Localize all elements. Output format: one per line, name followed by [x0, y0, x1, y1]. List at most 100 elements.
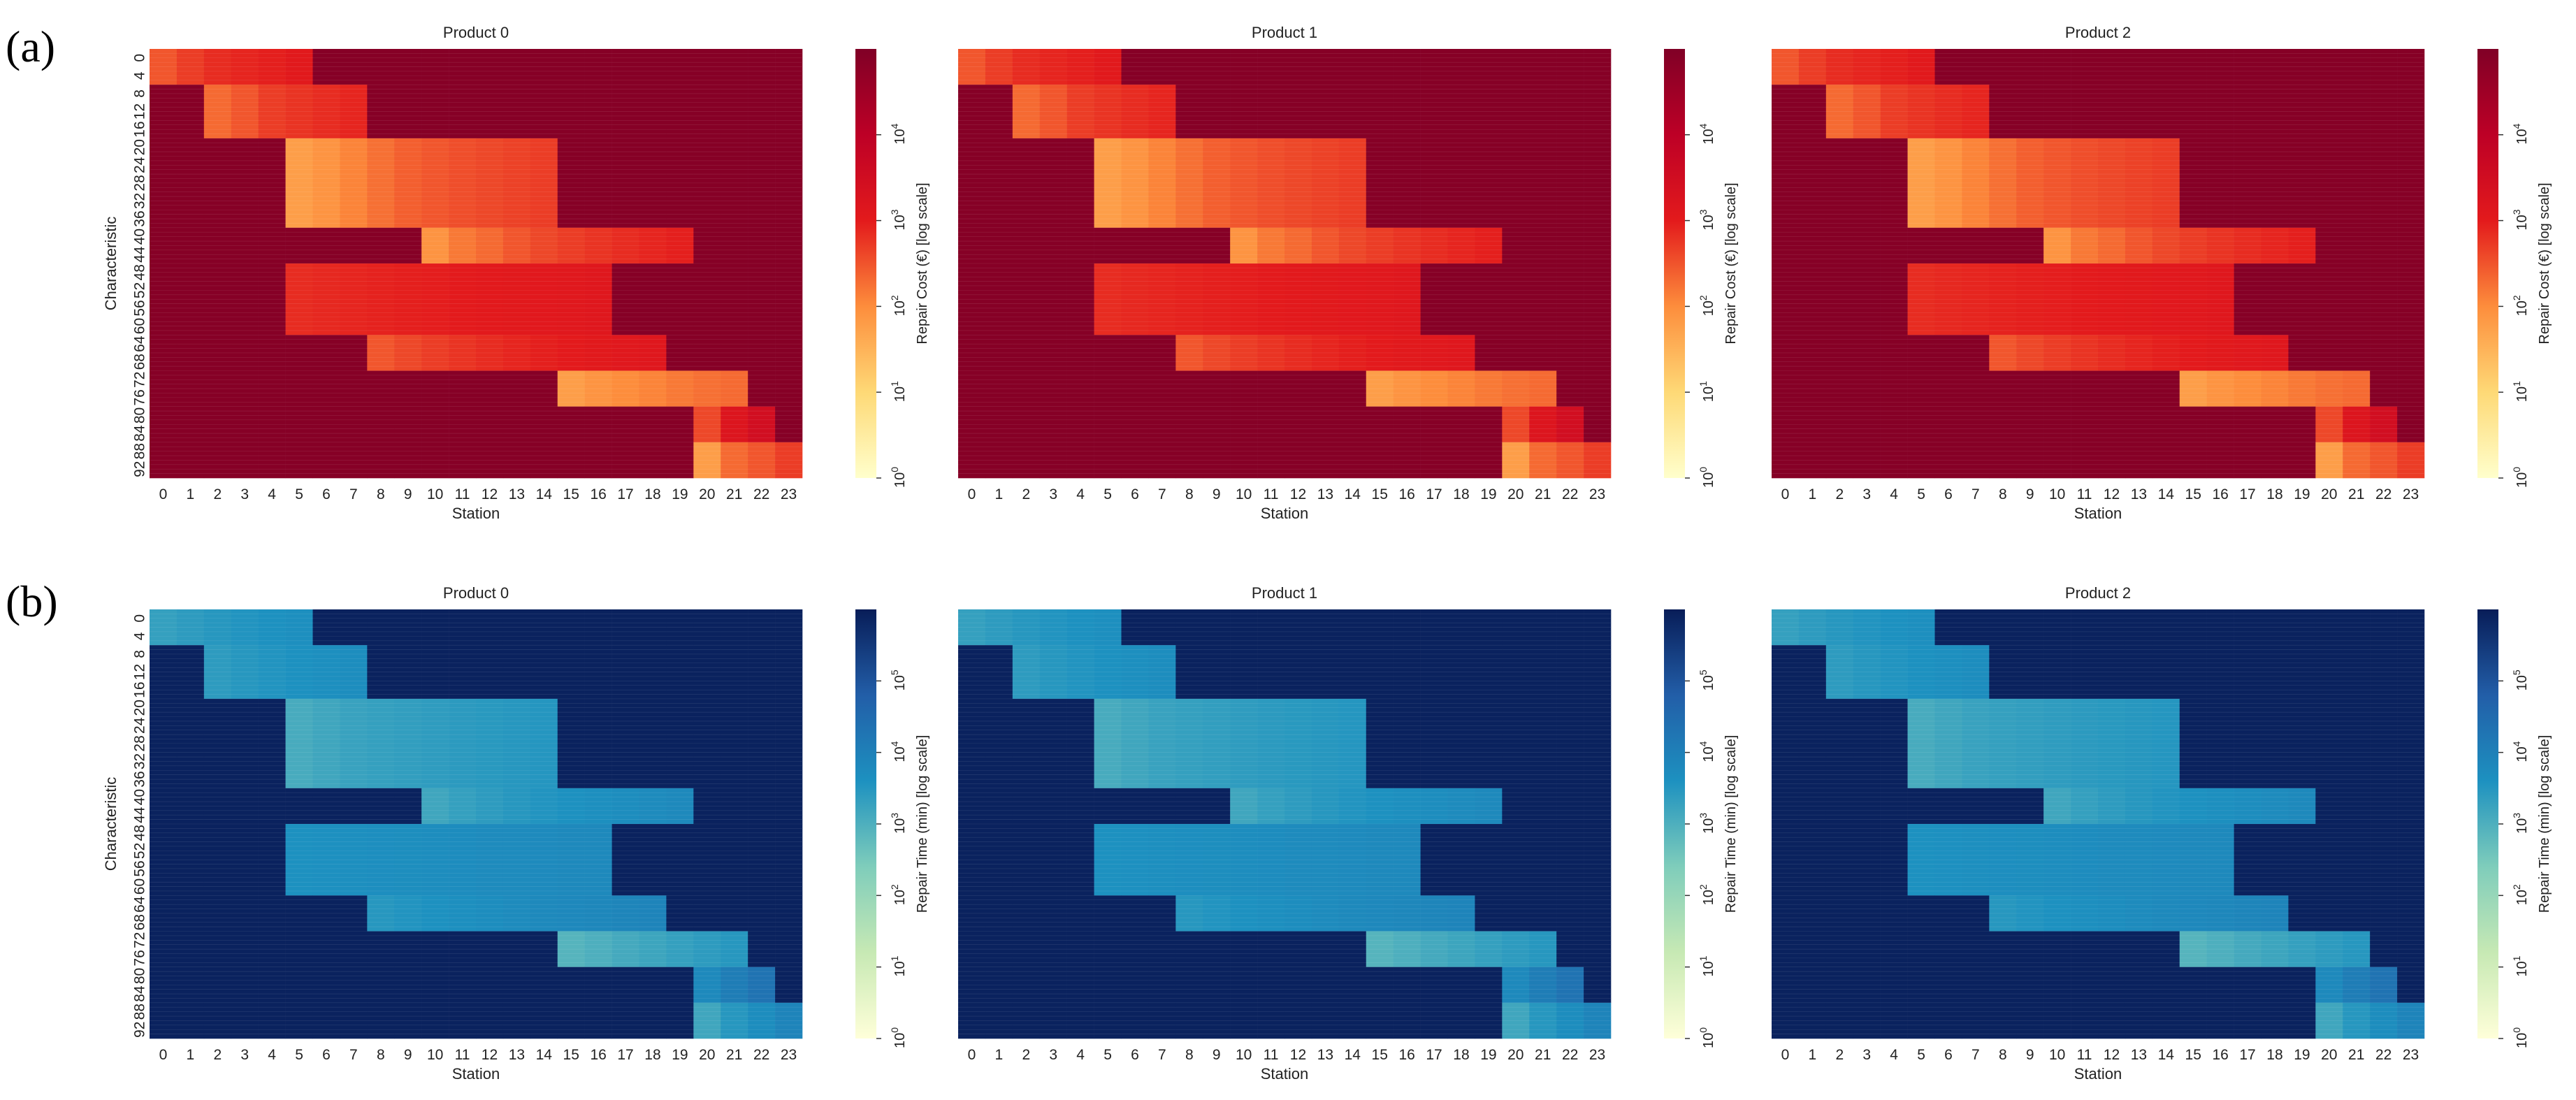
heatmap-cell — [285, 138, 313, 143]
heatmap-cell — [1012, 357, 1041, 363]
heatmap-cell — [530, 160, 558, 166]
heatmap-cell — [985, 196, 1013, 201]
heatmap-cell — [340, 75, 368, 81]
heatmap-cell — [530, 66, 558, 72]
heatmap-cell — [1121, 187, 1149, 192]
heatmap-cell — [1148, 178, 1176, 184]
heatmap-cell — [1094, 143, 1122, 148]
heatmap-cell — [1556, 227, 1584, 233]
heatmap-cell — [1257, 469, 1285, 474]
heatmap-cell — [1285, 102, 1312, 108]
heatmap-cell — [1556, 71, 1584, 76]
heatmap-cell — [1230, 307, 1258, 313]
heatmap-cell — [958, 160, 986, 166]
heatmap-cell — [1772, 57, 1800, 63]
y-tick-label: 60 — [132, 318, 148, 334]
heatmap-cell — [176, 321, 205, 326]
heatmap-cell — [1447, 411, 1475, 416]
heatmap-cell — [150, 357, 178, 363]
heatmap-cell — [367, 307, 395, 313]
heatmap-cell — [1502, 321, 1530, 326]
heatmap-cell — [1257, 339, 1285, 345]
heatmap-cell — [1311, 236, 1340, 242]
heatmap-cell — [1338, 321, 1367, 326]
heatmap-cell — [1420, 303, 1448, 309]
heatmap-cell — [176, 344, 205, 349]
heatmap-cell — [1012, 303, 1041, 309]
x-tick-label: 21 — [1535, 486, 1551, 502]
heatmap-cell — [1475, 201, 1503, 206]
heatmap-cell — [1447, 241, 1475, 246]
heatmap-cell — [231, 85, 259, 89]
heatmap-cell — [1012, 393, 1041, 398]
heatmap-cell — [612, 191, 639, 197]
heatmap-cell — [1366, 406, 1394, 412]
heatmap-cell — [340, 254, 368, 259]
heatmap-cell — [748, 133, 776, 139]
heatmap-cell — [1066, 357, 1094, 363]
heatmap-cell — [530, 98, 558, 103]
x-tick-label: 7 — [349, 486, 358, 502]
heatmap-cell — [367, 232, 395, 237]
heatmap-cell — [584, 469, 612, 474]
heatmap-cell — [1556, 49, 1584, 54]
heatmap-cell — [530, 102, 558, 108]
heatmap-cell — [1257, 272, 1285, 277]
heatmap-cell — [1230, 124, 1258, 130]
heatmap-cell — [530, 393, 558, 398]
heatmap-cell — [775, 375, 803, 380]
heatmap-cell — [1094, 397, 1122, 403]
heatmap-cell — [721, 299, 748, 304]
heatmap-cell — [1257, 89, 1285, 94]
heatmap-cell — [1584, 232, 1612, 237]
heatmap-cell — [1420, 469, 1448, 474]
heatmap-cell — [285, 80, 313, 85]
heatmap-cell — [285, 379, 313, 384]
heatmap-cell — [1175, 424, 1203, 429]
colorbar-tick-label: 104 — [889, 124, 908, 145]
heatmap-cell — [176, 294, 205, 300]
heatmap-cell — [612, 294, 639, 300]
heatmap-cell — [1311, 326, 1340, 331]
heatmap-cell — [1338, 299, 1367, 304]
heatmap-cell — [1338, 460, 1367, 465]
heatmap-cell — [502, 464, 531, 470]
heatmap-cell — [285, 75, 313, 81]
heatmap-cell — [1175, 344, 1203, 349]
heatmap-cell — [2071, 49, 2099, 54]
heatmap-cell — [1066, 196, 1094, 201]
heatmap-cell — [748, 460, 776, 465]
heatmap-cell — [2315, 53, 2343, 59]
heatmap-cell — [1148, 107, 1176, 112]
heatmap-cell — [1556, 57, 1584, 63]
heatmap-cell — [748, 447, 776, 451]
heatmap-cell — [1420, 397, 1448, 403]
heatmap-cell — [150, 321, 178, 326]
heatmap-cell — [1039, 451, 1067, 456]
y-tick-label: 92 — [132, 461, 148, 477]
heatmap-cell — [530, 129, 558, 134]
heatmap-cell — [1529, 451, 1557, 456]
heatmap-cell — [150, 317, 178, 322]
heatmap-cell — [340, 115, 368, 121]
heatmap-cell — [150, 245, 178, 251]
heatmap-cell — [312, 232, 340, 237]
heatmap-cell — [1094, 375, 1122, 380]
heatmap-cell — [421, 111, 449, 117]
heatmap-cell — [176, 205, 205, 210]
heatmap-cell — [530, 330, 558, 335]
heatmap-cell — [1584, 285, 1612, 291]
heatmap-cell — [666, 156, 694, 161]
heatmap-cell — [612, 312, 639, 318]
heatmap-cell — [394, 165, 422, 170]
heatmap-cell — [1311, 254, 1340, 259]
heatmap-cell — [1012, 102, 1041, 108]
colorbar-tick-label: 103 — [1698, 209, 1716, 230]
heatmap-cell — [1012, 205, 1041, 210]
heatmap-cell — [285, 303, 313, 309]
heatmap-cell — [1285, 281, 1312, 287]
heatmap-cell — [666, 115, 694, 121]
heatmap-cell — [1584, 397, 1612, 403]
heatmap-cell — [203, 317, 232, 322]
heatmap-cell — [1285, 411, 1312, 416]
